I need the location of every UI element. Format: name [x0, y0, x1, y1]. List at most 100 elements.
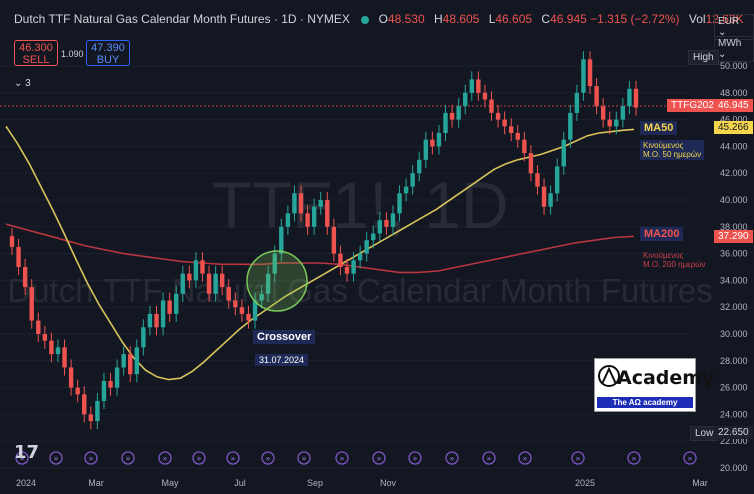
event-marker-icon: » — [683, 451, 697, 465]
candle — [213, 273, 218, 294]
candle — [219, 273, 225, 288]
event-marker-ring — [372, 451, 386, 465]
event-marker-ring — [683, 451, 697, 465]
candle — [600, 106, 606, 120]
candle — [305, 213, 310, 227]
indicators-count: 3 — [25, 78, 31, 89]
candle — [187, 273, 192, 281]
event-marker-icon: » — [482, 451, 496, 465]
ma200-note-line2: Μ.Ο. 200 ημερών — [643, 260, 706, 269]
event-marker-ring — [84, 451, 98, 465]
candle — [430, 139, 435, 147]
low-value-tag: 22.650 — [714, 426, 753, 439]
ma50-label: MA50 — [640, 121, 678, 135]
buy-button[interactable]: 47.390 BUY — [86, 40, 130, 66]
candle — [42, 334, 48, 341]
candle — [607, 119, 612, 127]
event-marker-icon: » — [408, 451, 422, 465]
candle — [311, 206, 317, 227]
candle — [82, 394, 87, 415]
y-tick-label: 34.000 — [720, 275, 748, 285]
low-label: L — [488, 12, 496, 26]
sell-button[interactable]: 46.300 SELL — [14, 40, 58, 66]
event-marker-glyph: » — [163, 454, 168, 463]
market-status-icon — [361, 15, 370, 24]
grid-lines — [0, 65, 688, 469]
event-marker-ring — [192, 451, 206, 465]
candle — [489, 99, 494, 113]
candle — [502, 119, 507, 127]
event-marker-icon: » — [627, 451, 641, 465]
candle — [36, 320, 41, 334]
x-tick-label: Mar — [88, 478, 104, 488]
candle — [200, 260, 205, 274]
event-marker-icon: » — [518, 451, 532, 465]
candle — [101, 380, 107, 401]
event-marker-icon: » — [84, 451, 98, 465]
unit-selector[interactable]: MWh ⌄ — [714, 36, 754, 62]
candle — [279, 226, 284, 254]
ma200-note-line1: Κινούμενος — [643, 251, 684, 260]
currency-label: EUR — [718, 16, 740, 27]
candle — [265, 273, 271, 294]
event-marker-ring — [158, 451, 172, 465]
event-marker-ring — [15, 451, 29, 465]
y-axis: 50.000 48.000 46.000 44.000 42.000 40.000 38.0… — [720, 61, 748, 473]
event-marker-icon: » — [335, 451, 349, 465]
candle — [239, 307, 245, 314]
y-tick-label: 44.000 — [720, 141, 748, 151]
candle — [390, 213, 396, 227]
y-tick-label: 24.000 — [720, 409, 748, 419]
ma50-note-line2: Μ.Ο. 50 ημερών — [643, 150, 702, 159]
volume-value: 12.63K — [705, 12, 744, 26]
ma200-path — [5, 223, 635, 274]
event-marker-glyph: » — [126, 454, 131, 463]
candle — [351, 260, 356, 274]
candle — [581, 59, 586, 93]
candle — [509, 126, 514, 133]
candle — [417, 159, 422, 174]
candle — [627, 88, 632, 107]
candle — [272, 253, 277, 274]
event-marker-ring — [518, 451, 532, 465]
event-marker-ring — [627, 451, 641, 465]
event-marker-glyph: » — [688, 454, 693, 463]
symbol-title[interactable]: Dutch TTF Natural Gas Calendar Month Fut… — [14, 12, 350, 26]
candle — [108, 380, 113, 388]
candle — [515, 133, 520, 140]
academy-logo: Academy The AΩ academy — [594, 358, 714, 412]
open-label: O — [378, 12, 388, 26]
ttfg-symbol-tag: TTFG2025 — [667, 99, 724, 112]
candle — [377, 220, 383, 234]
high-tag: High — [688, 50, 719, 65]
x-tick-label: 2024 — [16, 478, 36, 488]
chevron-down-icon: ⌄ — [718, 27, 727, 38]
event-marker-ring — [571, 451, 585, 465]
candle — [423, 139, 429, 160]
candle — [469, 79, 474, 93]
crossover-circle — [246, 250, 308, 312]
indicators-toggle[interactable]: ⌄ 3 — [14, 78, 31, 89]
candle — [614, 119, 619, 127]
event-marker-ring — [482, 451, 496, 465]
candle — [371, 233, 376, 241]
crossover-date: 31.07.2024 — [255, 354, 309, 366]
candle — [292, 193, 297, 214]
candle — [384, 220, 389, 227]
candle — [62, 347, 67, 368]
event-marker-glyph: » — [54, 454, 59, 463]
event-marker-ring — [49, 451, 63, 465]
y-tick-label: 32.000 — [720, 302, 748, 312]
event-marker-glyph: » — [523, 454, 528, 463]
candle — [75, 387, 80, 395]
candle — [318, 200, 323, 207]
y-tick-label: 30.000 — [720, 329, 748, 339]
candle — [49, 340, 54, 355]
candle — [68, 367, 74, 388]
candle — [167, 300, 172, 314]
candle — [331, 226, 337, 254]
sell-label: SELL — [22, 54, 50, 66]
candle — [22, 267, 28, 288]
ma50-note-line1: Κινούμενος — [643, 141, 684, 150]
